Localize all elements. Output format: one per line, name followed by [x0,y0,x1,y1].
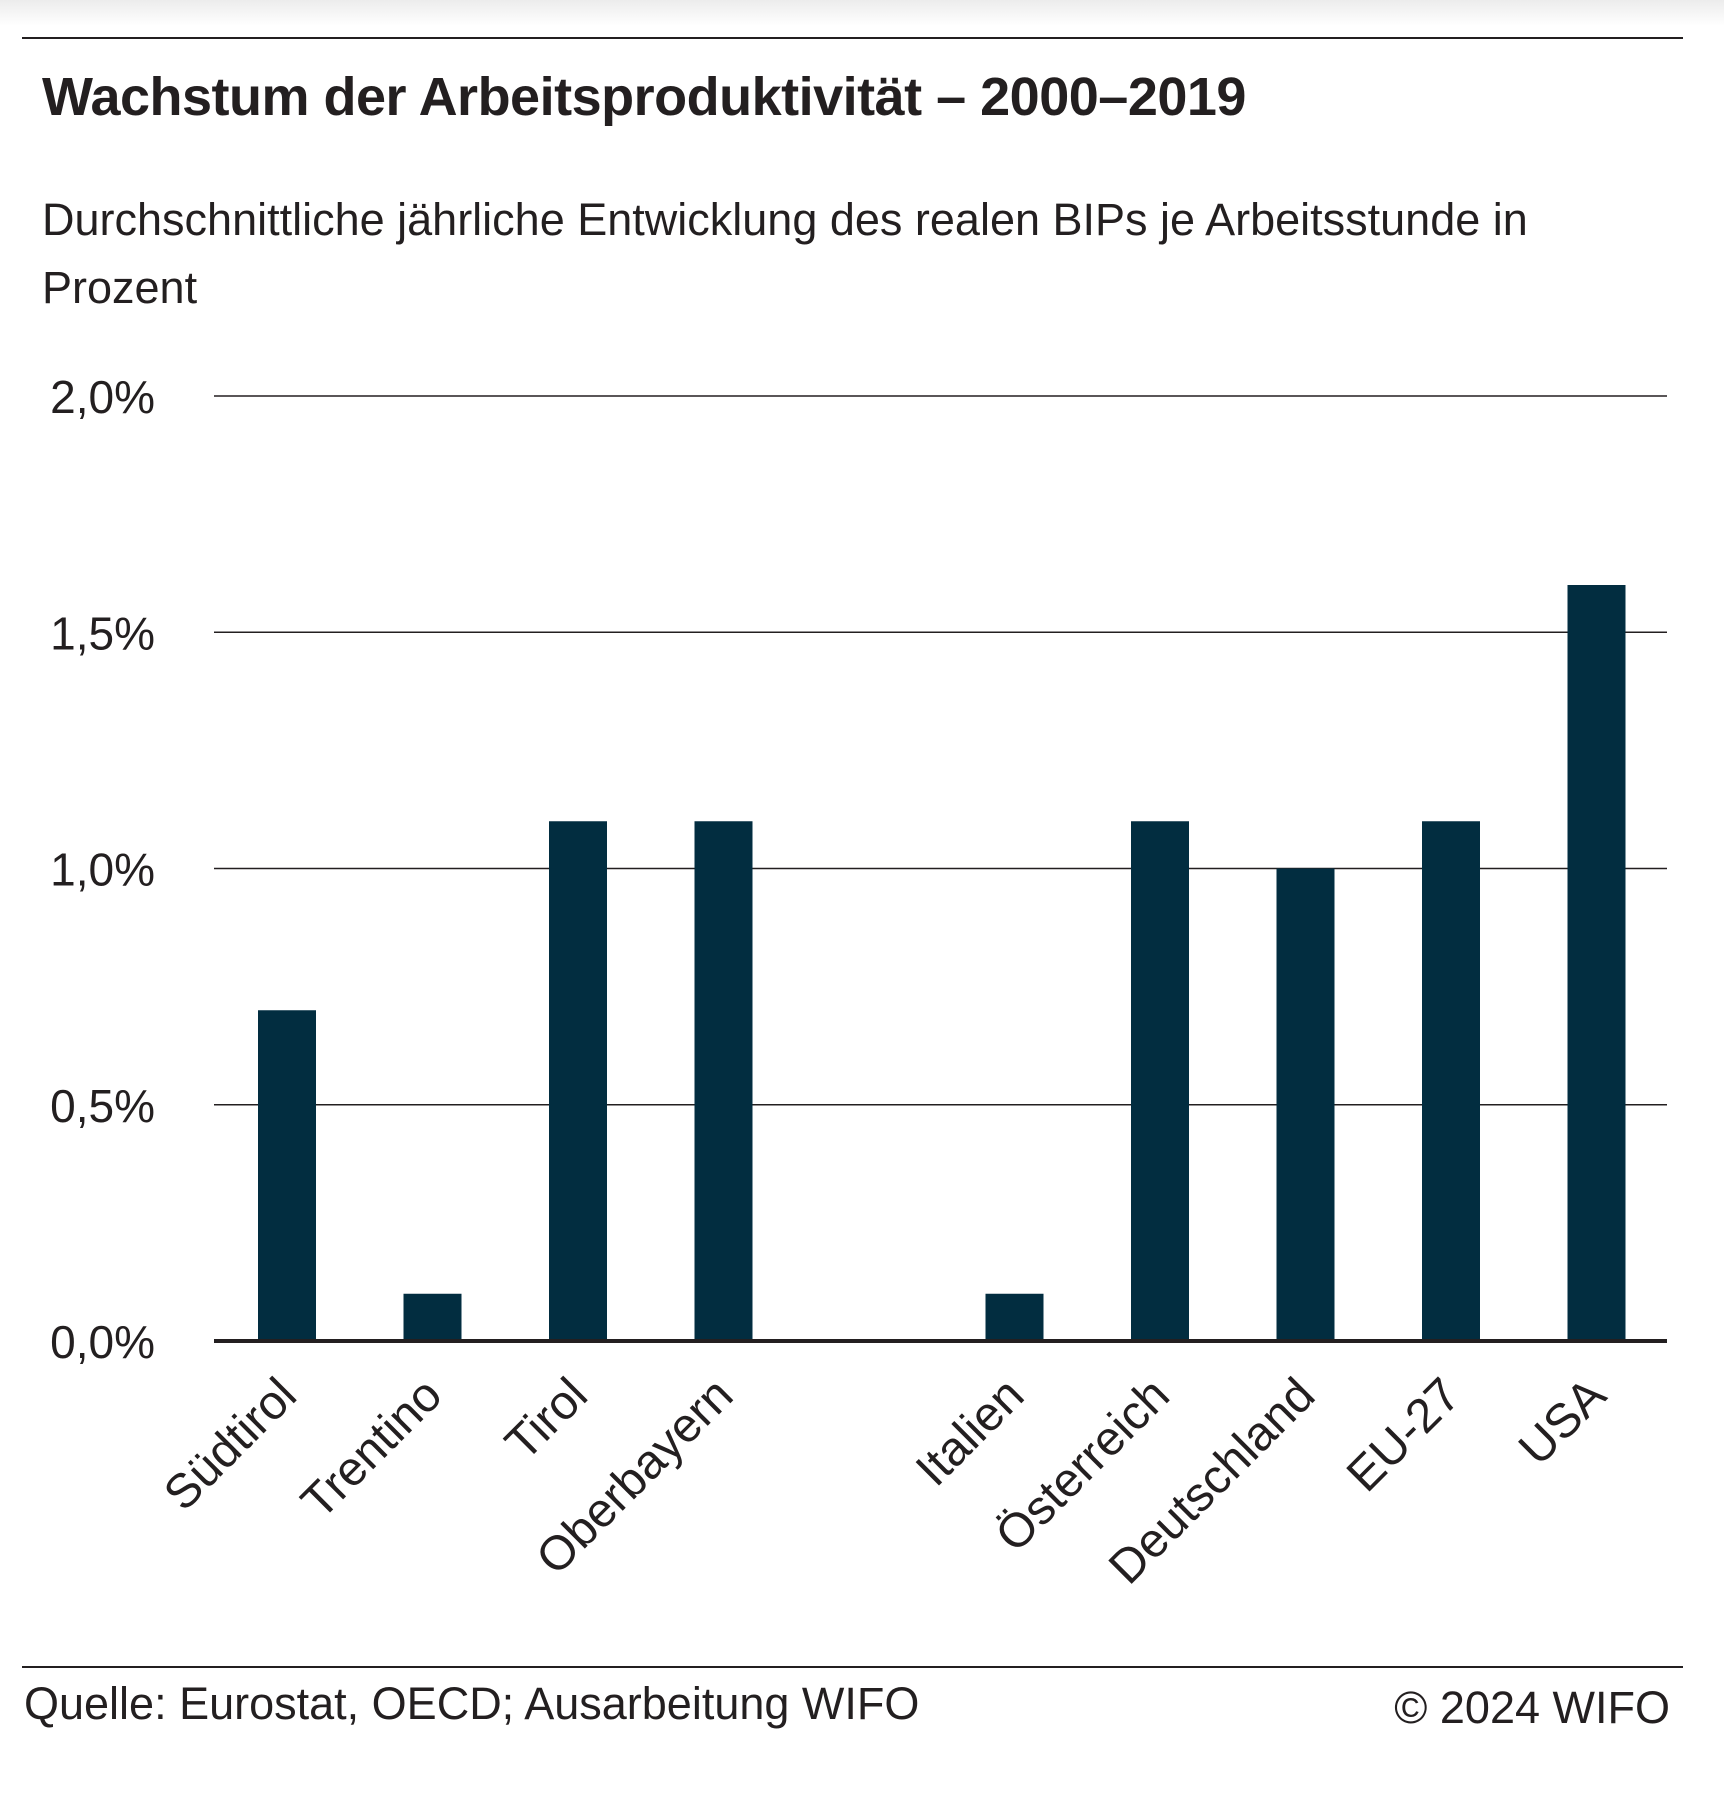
x-tick-label: EU-27 [1337,1368,1471,1502]
bars [258,585,1626,1341]
source-note: Quelle: Eurostat, OECD; Ausarbeitung WIF… [24,1678,920,1729]
top-rule [22,37,1683,39]
bar [549,821,607,1341]
y-axis-ticks: 0,0% 0,5% 1,0% 1,5% 2,0% [50,371,155,1368]
bar [258,1010,316,1341]
y-tick-label: 1,0% [50,844,155,896]
chart-title: Wachstum der Arbeitsproduktivität – 2000… [42,67,1246,127]
bar [1131,821,1189,1341]
chart-subtitle: Durchschnittliche jährliche Entwicklung … [42,194,1528,313]
bottom-rule [22,1666,1683,1668]
bar [1276,868,1335,1341]
x-tick-label: Trentino [292,1368,453,1529]
x-tick-label: USA [1509,1368,1616,1475]
x-tick-label: Tirol [496,1368,598,1470]
bar [1567,585,1626,1341]
top-shade [0,0,1724,26]
copyright-note: © 2024 WIFO [1394,1682,1670,1733]
bar [985,1293,1044,1341]
y-tick-label: 0,5% [50,1080,155,1132]
y-tick-label: 0,0% [50,1316,155,1368]
x-tick-label: Südtirol [154,1368,307,1521]
y-tick-label: 2,0% [50,371,155,423]
bar [403,1293,462,1341]
bar [694,821,753,1341]
x-tick-label: Italien [906,1368,1034,1496]
bar [1422,821,1480,1341]
y-tick-label: 1,5% [50,607,155,659]
